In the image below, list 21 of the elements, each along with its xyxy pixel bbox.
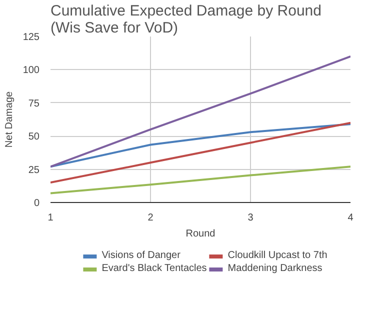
y-tick-label: 100 xyxy=(22,65,40,76)
line-series xyxy=(50,123,350,168)
line-series xyxy=(50,55,350,168)
line-series xyxy=(50,166,350,194)
y-tick-label: 125 xyxy=(22,32,40,43)
x-tick-label: 3 xyxy=(248,212,254,224)
legend-label: Maddening Darkness xyxy=(228,263,322,274)
line-series xyxy=(50,122,350,184)
legend-label: Cloudkill Upcast to 7th xyxy=(228,250,328,261)
chart-title: Cumulative Expected Damage by Round (Wis Save for VoD) xyxy=(50,2,322,36)
legend-label: Evard's Black Tentacles xyxy=(102,263,207,274)
x-axis-title: Round xyxy=(186,228,216,240)
y-tick-label: 75 xyxy=(28,98,40,110)
legend-label: Visions of Danger xyxy=(102,250,180,261)
y-tick-label: 0 xyxy=(34,198,40,209)
y-axis-title: Net Damage xyxy=(4,90,15,148)
y-tick-label: 50 xyxy=(28,132,40,143)
x-tick-label: 1 xyxy=(48,212,54,224)
x-tick-label: 2 xyxy=(148,212,154,224)
x-tick-label: 4 xyxy=(348,212,354,224)
y-tick-label: 25 xyxy=(28,164,40,176)
